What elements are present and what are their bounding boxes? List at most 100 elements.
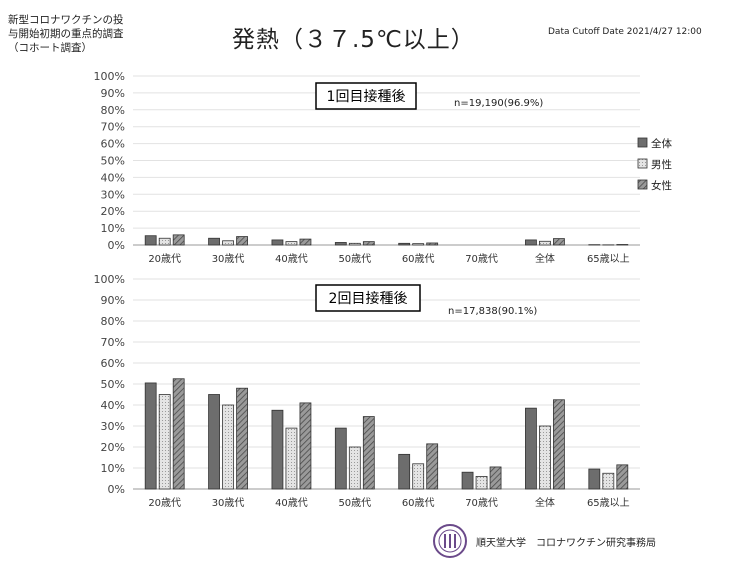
y-tick-label: 80% [101,315,125,328]
bar-男性 [285,427,298,490]
y-tick-label: 40% [101,399,125,412]
legend-swatch [637,137,648,148]
bar-男性 [348,242,361,246]
bar-男性 [475,475,488,490]
category-label: 20歳代 [148,253,181,265]
legend-swatch [637,158,648,169]
bar-全体 [525,407,537,490]
bar-全体 [588,468,601,490]
bar-男性 [348,446,361,490]
bar-女性 [616,464,629,490]
bar-女性 [616,244,629,246]
panel-title-box [315,82,417,110]
category-label: 20歳代 [148,497,181,509]
panel-title-box [315,284,421,312]
bar-女性 [362,241,375,246]
university-seal-icon [433,524,467,558]
category-label: 50歳代 [338,497,371,509]
category-label: 70歳代 [465,253,498,265]
y-tick-label: 0% [108,239,125,252]
bar-男性 [539,240,551,246]
sample-size-label: n=19,190(96.9%) [454,98,543,109]
y-tick-label: 0% [108,483,125,496]
category-label: 40歳代 [275,253,308,265]
category-label: 50歳代 [338,253,371,265]
legend-label: 女性 [651,179,672,192]
y-tick-label: 50% [101,378,125,391]
category-label: 65歳以上 [587,253,630,265]
y-tick-label: 70% [101,121,125,134]
bar-男性 [222,240,234,246]
bar-女性 [299,238,312,246]
category-label: 全体 [535,252,555,265]
bar-全体 [271,239,284,246]
category-label: 40歳代 [275,497,308,509]
bar-女性 [426,443,439,490]
chart-title: 発熱（３７.5℃以上） [232,27,475,53]
bar-女性 [553,399,565,490]
category-label: 65歳以上 [587,497,630,509]
organization-label: 順天堂大学 コロナワクチン研究事務局 [476,537,656,549]
bar-女性 [172,234,185,246]
y-tick-label: 30% [101,420,125,433]
survey-subtitle: 新型コロナワクチンの投 与開始初期の重点的調査 （コホート調査） [8,14,124,54]
panel-title: 2回目接種後 [329,290,408,307]
bar-全体 [334,242,347,246]
bar-全体 [461,471,474,490]
y-tick-label: 10% [101,462,125,475]
data-cutoff-date: Data Cutoff Date 2021/4/27 12:00 [548,27,702,37]
bar-全体 [144,235,157,246]
y-tick-label: 100% [94,70,125,83]
legend-label: 全体 [651,137,672,150]
panel-title: 1回目接種後 [327,88,406,105]
bar-全体 [525,239,537,246]
y-tick-label: 100% [94,273,125,286]
category-label: 30歳代 [212,253,245,265]
y-tick-label: 10% [101,222,125,235]
bar-男性 [412,463,425,490]
y-tick-label: 80% [101,104,125,117]
bar-女性 [362,416,375,490]
bar-全体 [271,409,284,490]
bar-男性 [158,394,171,490]
bar-女性 [236,236,248,246]
bar-全体 [208,237,220,246]
bar-女性 [489,466,502,490]
legend-swatch [637,179,648,190]
y-tick-label: 70% [101,336,125,349]
bar-全体 [398,453,411,490]
category-label: 60歳代 [402,253,435,265]
category-label: 全体 [535,496,555,509]
bar-女性 [299,402,312,490]
y-tick-label: 50% [101,155,125,168]
footer: 順天堂大学 コロナワクチン研究事務局 [432,523,656,559]
bar-男性 [412,243,425,246]
bar-男性 [158,237,171,246]
y-tick-label: 40% [101,171,125,184]
legend-label: 男性 [651,158,672,171]
category-label: 60歳代 [402,497,435,509]
bar-男性 [285,241,298,246]
bar-男性 [602,472,615,490]
y-tick-label: 20% [101,205,125,218]
sample-size-label: n=17,838(90.1%) [448,306,537,317]
y-tick-label: 20% [101,441,125,454]
bar-全体 [144,382,157,490]
bar-女性 [172,378,185,490]
y-tick-label: 60% [101,357,125,370]
bar-全体 [334,427,347,490]
y-tick-label: 30% [101,188,125,201]
y-tick-label: 60% [101,138,125,151]
bar-男性 [539,425,551,490]
bar-全体 [208,394,220,490]
category-label: 70歳代 [465,497,498,509]
bar-全体 [398,242,411,246]
category-label: 30歳代 [212,497,245,509]
y-tick-label: 90% [101,87,125,100]
bar-女性 [236,387,248,490]
bar-男性 [222,404,234,490]
y-tick-label: 90% [101,294,125,307]
bar-女性 [426,242,439,246]
bar-女性 [553,238,565,246]
